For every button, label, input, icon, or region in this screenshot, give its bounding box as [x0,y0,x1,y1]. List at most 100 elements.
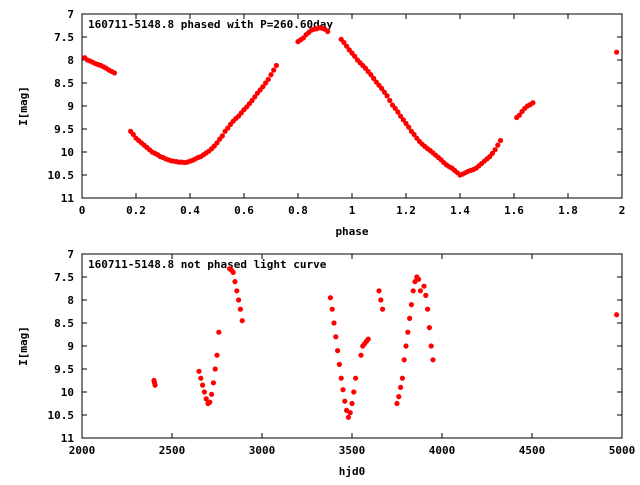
unphased-data-point [430,357,436,363]
unphased-data-point [396,394,402,400]
unphased-data-point [331,320,337,326]
unphased-data-point [338,375,344,381]
phased-data-point [252,94,258,100]
unphased-data-point [410,288,416,294]
phased-data-point [398,113,404,119]
phased-data-point [495,142,501,148]
unphased-data-point [421,283,427,289]
phased-x-tick-label: 0.4 [180,204,200,217]
unphased-y-tick-label: 10.5 [48,409,75,422]
unphased-data-point [398,384,404,390]
unphased-data-point [200,382,206,388]
unphased-data-point [345,414,351,420]
phased-y-tick-label: 8.5 [54,77,74,90]
phased-x-tick-label: 0.6 [234,204,254,217]
unphased-x-tick-label: 5000 [609,444,636,457]
unphased-x-tick-label: 4500 [519,444,546,457]
phased-x-tick-label: 1.8 [558,204,578,217]
phased-data-point [492,147,498,153]
phased-data-point [265,76,271,82]
unphased-data-point [340,387,346,393]
unphased-plot-frame [81,253,623,439]
unphased-y-axis-label: I[mag] [17,326,30,366]
phased-chart-title: 160711-5148.8 phased with P=260.60day [88,18,333,31]
unphased-data-point [207,399,213,405]
phased-data-point [352,53,358,59]
unphased-data-point [152,382,158,388]
unphased-data-point [349,400,355,407]
unphased-data-point [327,295,333,301]
unphased-data-point [347,410,353,416]
phased-data-point [249,97,255,104]
phased-data-point [614,49,620,55]
unphased-y-tick-label: 8.5 [54,317,74,330]
unphased-y-tick-label: 9 [67,340,74,353]
unphased-data-point [614,312,620,318]
unphased-data-point [237,306,243,312]
unphased-data-point [426,325,432,331]
unphased-data-point [407,315,413,321]
phased-y-tick-label: 9.5 [54,123,74,136]
phased-data-point [368,72,374,78]
phased-data-point [411,131,417,138]
phased-x-tick-label: 0 [79,204,86,217]
unphased-x-axis-label: hjd0 [339,465,366,478]
unphased-chart-title: 160711-5148.8 not phased light curve [88,258,327,271]
unphased-y-tick-label: 11 [61,432,75,445]
phased-data-point [387,97,393,104]
unphased-x-tick-label: 2000 [69,444,96,457]
phased-data-point [392,105,398,111]
unphased-data-point [336,361,342,367]
phased-y-tick-label: 10 [61,146,74,159]
phased-y-tick-label: 10.5 [48,169,75,182]
unphased-y-tick-label: 7 [67,248,74,261]
phased-data-point [371,75,377,81]
phased-plot-frame [81,13,623,199]
phased-data-point [219,133,225,139]
unphased-data-point [401,357,407,363]
phased-data-point [130,131,136,138]
unphased-data-point [403,343,409,349]
unphased-data-point [230,269,236,275]
phased-data-point [325,28,331,35]
unphased-data-point [335,348,341,354]
phased-data-point [400,117,406,123]
phased-data-point [214,140,220,146]
phased-x-tick-label: 1 [349,204,356,217]
phased-data-point [516,112,523,118]
unphased-data-point [380,306,386,312]
unphased-x-tick-label: 2500 [159,444,186,457]
unphased-data-point [203,396,209,402]
unphased-data-point [209,391,215,397]
phased-x-tick-label: 0.2 [126,204,146,217]
phased-y-tick-label: 7.5 [54,31,74,44]
phased-data-point [273,62,279,69]
phased-y-tick-label: 11 [61,192,75,205]
phased-data-point [379,85,385,92]
unphased-data-point [365,336,371,342]
unphased-x-tick-label: 4000 [429,444,456,457]
unphased-data-point [376,288,382,294]
unphased-data-point [216,329,222,335]
unphased-data-point [351,389,357,395]
unphased-data-point [428,343,434,349]
unphased-data-point [232,279,238,285]
unphased-data-point [329,306,335,312]
unphased-data-point [196,368,202,374]
unphased-data-point [416,276,422,282]
unphased-data-point [214,352,220,358]
unphased-data-point [210,380,216,386]
phased-data-point [406,124,412,130]
phased-data-point [271,67,277,73]
unphased-data-point [333,334,339,340]
unphased-data-point [201,389,207,395]
phased-x-tick-label: 1.2 [396,204,416,217]
unphased-data-point [405,329,411,335]
unphased-data-point [378,297,384,303]
unphased-data-point [239,318,245,324]
phased-data-point [384,93,390,99]
phased-data-point [395,109,401,115]
unphased-data-point [399,375,405,381]
phased-y-tick-label: 8 [67,54,74,67]
